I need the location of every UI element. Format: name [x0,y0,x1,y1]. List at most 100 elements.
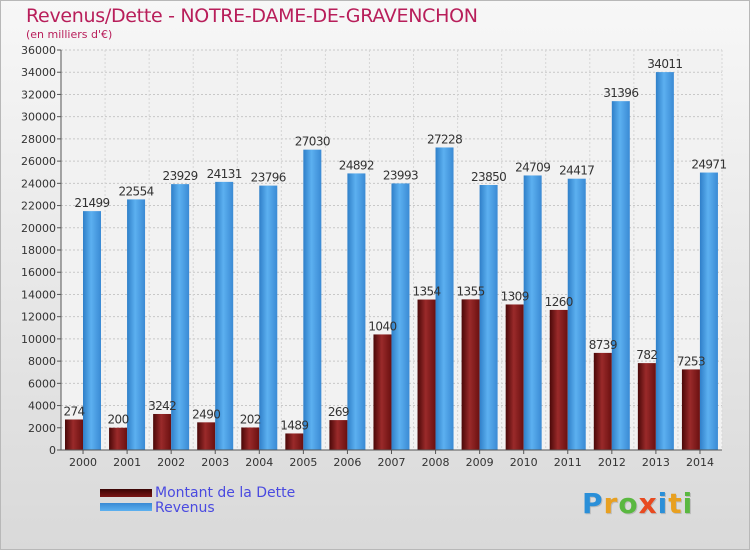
bar-debt-2006 [329,420,348,450]
bar-debt-2014 [681,369,700,450]
y-tick-label: 30000 [21,111,56,124]
data-label-debt-2010: 1309 [501,289,529,303]
logo-letter: i [682,487,694,520]
data-label-revenue-2008: 27228 [427,132,462,146]
y-tick-label: 32000 [21,88,56,101]
data-label-revenue-2010: 24709 [515,160,550,174]
y-tick-label: 14000 [21,288,56,301]
data-label-revenue-2001: 22554 [118,184,153,198]
x-tick-label-2013: 2013 [642,456,670,469]
legend-swatch-revenue [100,503,152,511]
chart-title: Revenus/Dette - NOTRE-DAME-DE-GRAVENCHON [26,5,478,27]
y-tick-label: 8000 [28,355,56,368]
y-tick-label: 34000 [21,66,56,79]
data-label-debt-2007: 1040 [368,319,396,333]
logo-letter: P [582,487,604,520]
bar-revenue-2014 [699,172,718,451]
x-tick-label-2002: 2002 [157,456,185,469]
logo-letter: t [668,487,683,520]
y-tick-label: 28000 [21,133,56,146]
data-label-revenue-2005: 27030 [295,135,330,149]
y-tick-label: 36000 [21,44,56,57]
legend-swatch-debt [100,489,152,497]
y-tick-label: 26000 [21,155,56,168]
logo-letter: x [638,487,658,520]
x-tick-label-2011: 2011 [554,456,582,469]
x-tick-label-2014: 2014 [686,456,714,469]
y-tick-label: 24000 [21,177,56,190]
legend-label-debt: Montant de la Dette [155,485,296,501]
bar-debt-2011 [549,309,568,450]
logo-letter: i [657,487,669,520]
data-label-debt-2011: 1260 [545,295,573,309]
x-tick-label-2008: 2008 [422,456,450,469]
y-tick-label: 10000 [21,333,56,346]
bar-debt-2009 [461,299,480,450]
x-tick-label-2007: 2007 [378,456,406,469]
bar-debt-2010 [505,304,524,450]
data-label-debt-2002: 3242 [148,399,176,413]
x-tick-label-2004: 2004 [245,456,273,469]
y-tick-label: 16000 [21,266,56,279]
data-label-revenue-2013: 34011 [647,57,682,71]
bar-revenue-2002 [171,184,190,450]
data-label-debt-2005: 1489 [280,418,308,432]
data-label-revenue-2012: 31396 [603,86,638,100]
data-label-revenue-2011: 24417 [559,164,594,178]
legend-label-revenue: Revenus [155,500,215,516]
bar-revenue-2013 [655,72,674,450]
y-tick-label: 2000 [28,422,56,435]
proxiti-logo: Proxiti [582,487,693,520]
bar-revenue-2001 [127,199,146,450]
data-label-debt-2003: 2490 [192,407,220,421]
y-tick-label: 22000 [21,200,56,213]
bar-debt-2000 [65,419,83,450]
data-label-debt-2008: 1354 [412,285,440,299]
bar-debt-2007 [373,334,392,450]
logo-letter: r [603,487,619,520]
x-tick-label-2000: 2000 [69,456,97,469]
data-label-debt-2009: 1355 [457,284,485,298]
bar-revenue-2010 [523,175,542,450]
legend-item-revenue: Revenus [100,500,400,517]
data-label-revenue-2014: 24971 [691,158,726,172]
logo-letter: o [618,487,639,520]
data-label-revenue-2007: 23993 [383,168,418,182]
data-label-debt-2013: 782 [636,348,657,362]
legend: Montant de la Dette Revenus [100,485,400,517]
bar-revenue-2007 [391,183,410,450]
legend-item-debt: Montant de la Dette [100,485,400,502]
chart-subtitle: (en milliers d'€) [26,28,113,41]
bar-debt-2012 [593,352,612,450]
y-tick-label: 0 [49,444,56,457]
bar-revenue-2006 [347,173,366,450]
y-tick-label: 12000 [21,311,56,324]
x-tick-label-2003: 2003 [201,456,229,469]
bar-revenue-2009 [479,185,498,450]
x-tick-label-2001: 2001 [113,456,141,469]
y-tick-label: 20000 [21,222,56,235]
bar-debt-2013 [637,363,656,450]
bar-debt-2003 [197,422,216,450]
bar-revenue-2004 [259,185,278,450]
data-label-revenue-2002: 23929 [163,169,198,183]
bar-revenue-2005 [303,149,322,450]
data-label-debt-2012: 8739 [589,338,617,352]
bar-revenue-2012 [611,101,630,451]
bar-revenue-2000 [83,211,101,450]
y-tick-label: 4000 [28,400,56,413]
data-label-debt-2014: 7253 [677,354,705,368]
data-label-debt-2001: 200 [108,413,129,427]
data-label-debt-2006: 269 [328,405,349,419]
bar-debt-2004 [241,427,260,450]
data-label-revenue-2004: 23796 [251,171,286,185]
bar-debt-2001 [109,427,128,450]
x-tick-label-2005: 2005 [289,456,317,469]
y-tick-label: 18000 [21,244,56,257]
data-label-revenue-2006: 24892 [339,158,374,172]
data-label-revenue-2009: 23850 [471,170,506,184]
y-tick-label: 6000 [28,377,56,390]
bar-revenue-2011 [567,178,586,450]
data-label-debt-2000: 274 [63,404,84,418]
